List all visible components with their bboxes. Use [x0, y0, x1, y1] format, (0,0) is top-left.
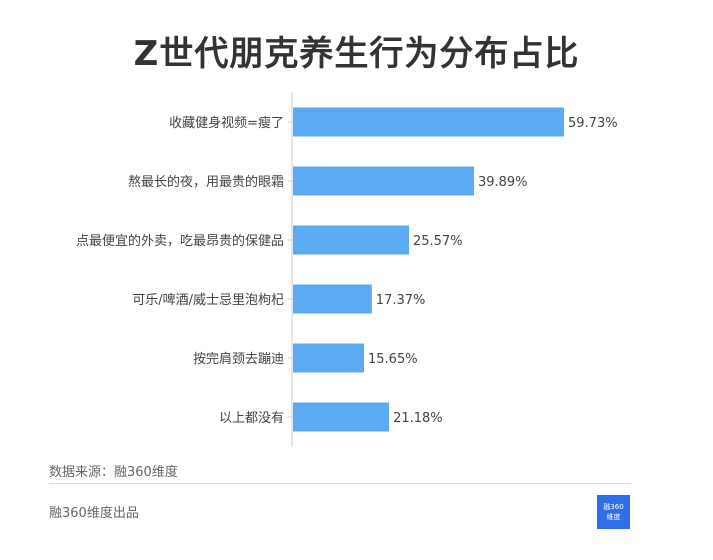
data-source: 数据来源：融360维度	[49, 465, 178, 480]
category-label: 熬最长的夜，用最贵的眼霜	[128, 174, 284, 190]
bar-chart: 收藏健身视频=瘦了 59.73% 熬最长的夜，用最贵的眼霜 39.89% 点最便宜的外卖…	[76, 92, 618, 447]
bar	[293, 402, 390, 432]
value-label: 15.65%	[368, 352, 418, 367]
footer-divider	[49, 483, 631, 484]
value-label: 39.89%	[478, 175, 528, 190]
bar	[293, 107, 564, 137]
bar	[293, 166, 474, 196]
category-label: 以上都没有	[219, 411, 284, 426]
brand-logo: 融360 维度	[597, 495, 630, 529]
logo-text-line2: 维度	[606, 513, 621, 521]
chart-title: Z世代朋克养生行为分布占比	[133, 34, 580, 74]
category-label: 收藏健身视频=瘦了	[169, 115, 284, 131]
category-label: 点最便宜的外卖，吃最昂贵的保健品	[76, 233, 284, 249]
value-label: 21.18%	[393, 411, 443, 426]
bar	[293, 343, 365, 373]
bar	[293, 225, 410, 255]
value-label: 59.73%	[568, 116, 618, 131]
category-label: 按完肩颈去蹦迪	[193, 351, 284, 367]
category-label: 可乐/啤酒/威士忌里泡枸杞	[132, 293, 284, 308]
value-label: 17.37%	[376, 293, 426, 308]
bar	[293, 284, 372, 314]
logo-text-line1: 融360	[603, 503, 624, 511]
value-label: 25.57%	[413, 234, 463, 249]
brand-credit: 融360维度出品	[49, 506, 139, 521]
